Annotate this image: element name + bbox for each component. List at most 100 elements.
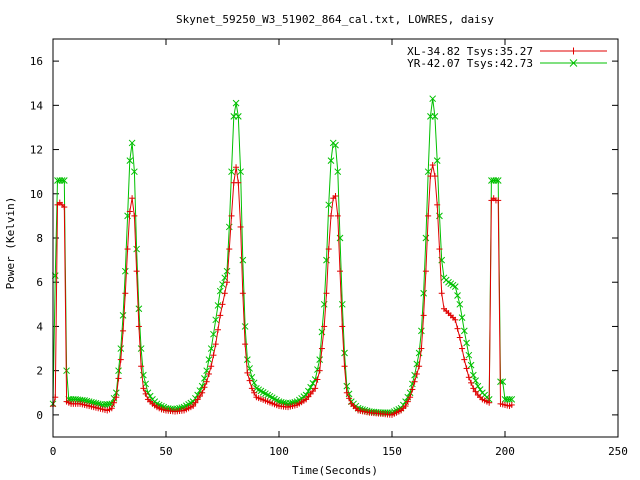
data-point xyxy=(420,289,427,297)
data-point xyxy=(418,327,425,335)
series-line xyxy=(52,164,513,416)
data-point xyxy=(486,399,493,406)
data-point xyxy=(244,369,251,376)
series-0 xyxy=(50,162,515,418)
data-point xyxy=(433,157,441,164)
data-point xyxy=(402,403,409,410)
data-point xyxy=(314,376,321,383)
data-point xyxy=(318,345,325,352)
data-point xyxy=(224,279,231,286)
data-point xyxy=(120,327,127,334)
data-point xyxy=(425,212,432,219)
data-point xyxy=(506,396,513,403)
chart-title: Skynet_59250_W3_51902_864_cal.txt, LOWRE… xyxy=(176,13,494,26)
legend: XL-34.82 Tsys:35.27 YR-42.07 Tsys:42.73 xyxy=(407,45,607,70)
data-point xyxy=(239,256,247,264)
data-point xyxy=(332,192,339,199)
data-point xyxy=(214,326,221,333)
data-point xyxy=(126,208,133,215)
data-point xyxy=(142,390,149,397)
x-tick-label: 0 xyxy=(50,445,57,458)
data-point xyxy=(221,290,228,297)
data-point xyxy=(492,177,500,184)
data-point xyxy=(316,367,323,374)
data-point xyxy=(241,323,249,330)
legend-label: XL-34.82 Tsys:35.27 xyxy=(407,45,533,58)
data-point xyxy=(242,341,249,348)
y-axis-label: Power (Kelvin) xyxy=(4,197,17,290)
data-point xyxy=(341,349,348,357)
data-point xyxy=(237,168,244,176)
data-point xyxy=(411,378,418,385)
data-point xyxy=(233,164,240,171)
data-point xyxy=(214,302,222,309)
data-point xyxy=(194,396,201,403)
data-point xyxy=(212,341,219,348)
data-point xyxy=(113,394,120,401)
data-point xyxy=(407,394,414,401)
data-point xyxy=(115,367,122,375)
data-point xyxy=(205,370,212,377)
y-tick-label: 12 xyxy=(30,144,43,157)
data-point xyxy=(140,385,147,392)
data-point xyxy=(332,141,339,149)
data-point xyxy=(468,379,475,386)
data-point xyxy=(207,345,215,352)
data-point xyxy=(219,301,226,308)
data-point xyxy=(137,345,145,352)
y-tick-label: 6 xyxy=(36,276,43,289)
data-point xyxy=(135,323,142,330)
data-point xyxy=(343,389,350,396)
data-point xyxy=(456,334,463,341)
data-point xyxy=(470,385,477,392)
data-point xyxy=(133,245,140,253)
data-point xyxy=(131,212,138,219)
y-tick-label: 14 xyxy=(30,99,44,112)
x-tick-label: 50 xyxy=(159,445,172,458)
data-point xyxy=(472,388,479,395)
data-point xyxy=(458,314,466,321)
data-point xyxy=(237,223,244,230)
data-point xyxy=(135,305,143,313)
data-point xyxy=(431,113,439,120)
x-tick-label: 250 xyxy=(608,445,628,458)
data-point xyxy=(343,382,351,390)
y-tick-label: 8 xyxy=(36,232,43,245)
data-point xyxy=(199,389,206,396)
data-point xyxy=(465,374,472,381)
data-point xyxy=(463,365,470,372)
data-point xyxy=(325,246,332,253)
data-point xyxy=(196,393,203,400)
data-point xyxy=(126,157,134,164)
y-tick-label: 4 xyxy=(36,320,43,333)
data-point xyxy=(251,389,258,396)
data-point xyxy=(461,356,468,363)
data-point xyxy=(327,157,335,164)
data-point xyxy=(429,95,437,103)
data-point xyxy=(422,268,429,275)
data-point xyxy=(336,234,344,242)
data-point xyxy=(124,246,131,253)
data-point xyxy=(117,356,124,363)
data-point xyxy=(108,405,115,412)
data-point xyxy=(226,246,233,253)
data-point xyxy=(117,345,125,352)
data-point xyxy=(569,59,578,67)
data-point xyxy=(346,395,353,402)
data-point xyxy=(422,234,430,242)
x-axis-label: Time(Seconds) xyxy=(292,464,378,477)
data-point xyxy=(210,352,217,359)
y-tick-label: 16 xyxy=(30,55,43,68)
data-point xyxy=(341,363,348,370)
data-point xyxy=(463,339,470,347)
data-point xyxy=(244,356,251,363)
plot-frame xyxy=(52,38,619,438)
data-point xyxy=(467,361,475,369)
data-point xyxy=(239,290,246,297)
data-point xyxy=(321,323,328,330)
data-point xyxy=(570,47,577,55)
data-point xyxy=(339,323,346,330)
data-point xyxy=(201,384,208,391)
data-point xyxy=(465,351,473,359)
